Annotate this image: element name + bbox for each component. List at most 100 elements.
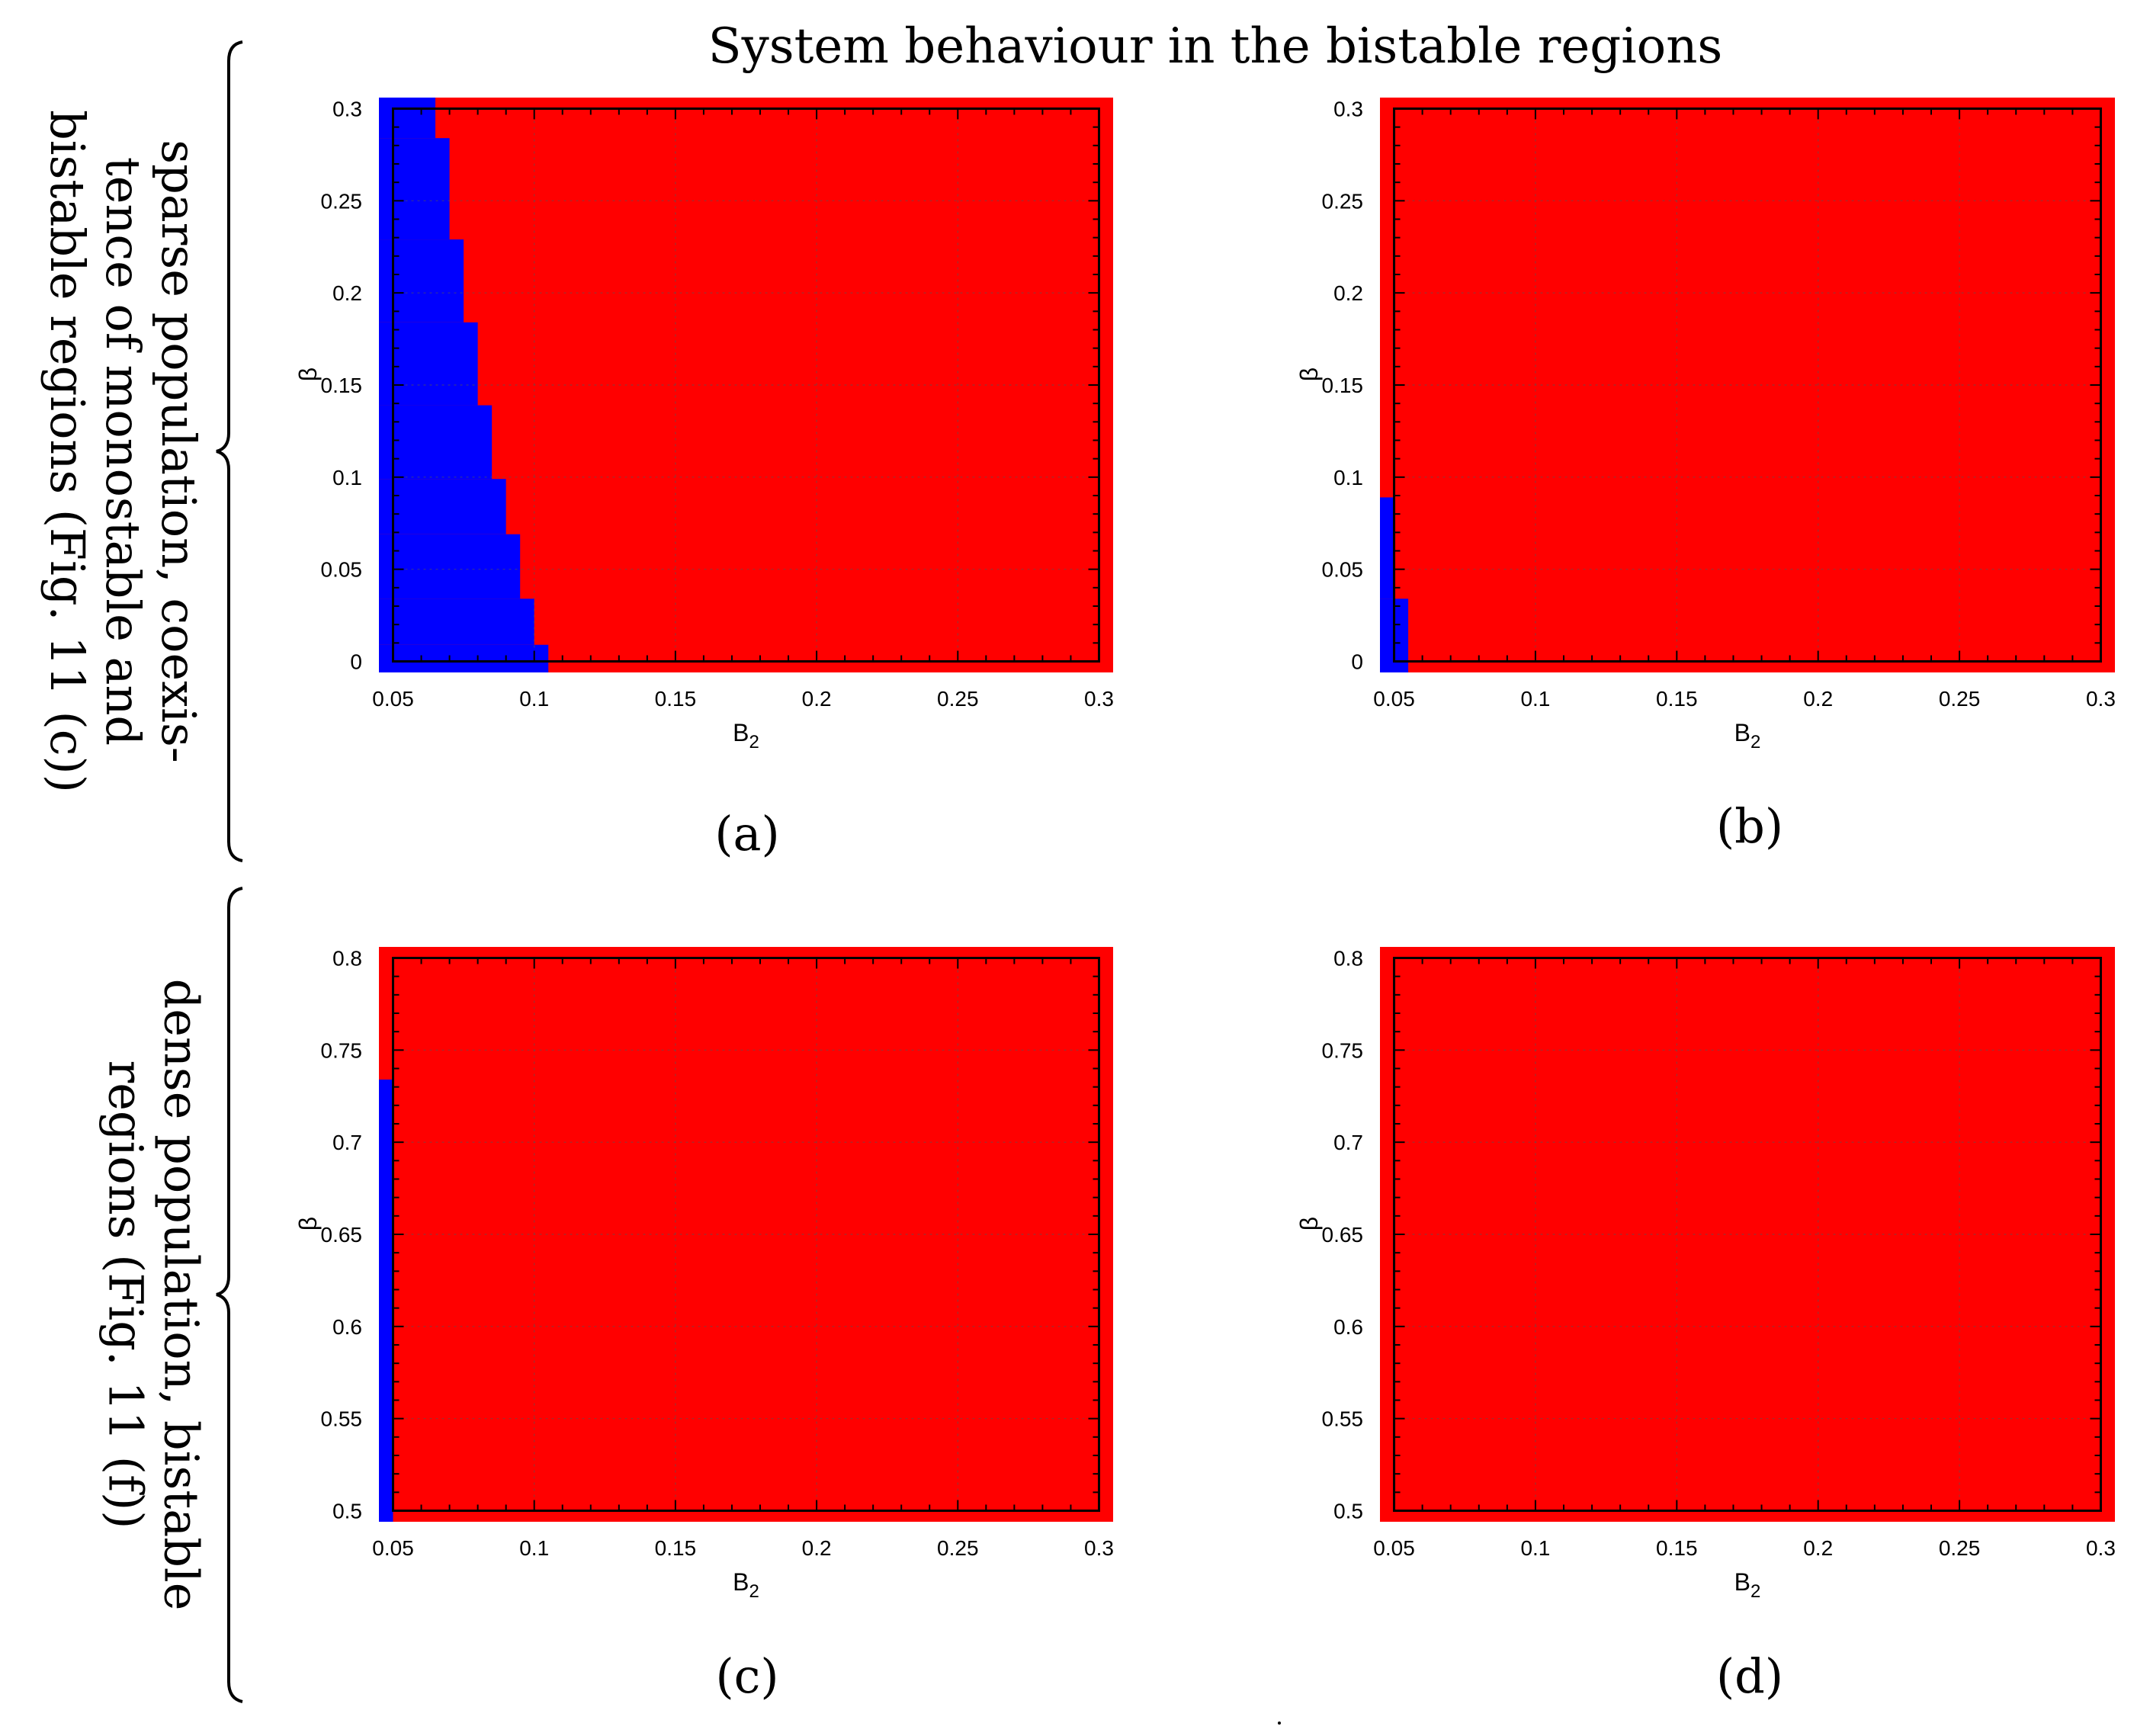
x-tick-label: 0.15: [1656, 687, 1698, 711]
x-axis-label: B2: [1734, 719, 1761, 752]
y-tick-label: 0.65: [1322, 1223, 1364, 1247]
y-axis-label: β: [1295, 1217, 1323, 1231]
y-tick-label: 0.6: [1333, 1315, 1363, 1339]
x-tick-label: 0.1: [519, 687, 549, 711]
heatmap-region-blue: [1380, 497, 1394, 599]
panel-c: 0.05 0.1 0.15 0.2 0.25 0.3 0.5 0.55 0.6 0.65 0.7 0.…: [294, 947, 1114, 1705]
heatmap-region-blue: [379, 534, 521, 599]
x-tick-label: 0.2: [802, 1536, 832, 1560]
y-tick-label: 0.75: [1322, 1038, 1364, 1062]
panel-caption: (d): [1716, 1648, 1783, 1704]
y-axis-label: β: [294, 367, 322, 381]
panel-caption: (c): [715, 1648, 778, 1704]
x-axis-label-main: B: [1734, 719, 1750, 746]
row-label-dense: dense population, bistableregions (Fig. …: [98, 979, 210, 1611]
x-axis-label-main: B: [733, 1568, 749, 1596]
x-tick-label: 0.3: [1084, 1536, 1114, 1560]
y-tick-label: 0.05: [321, 558, 363, 582]
y-axis-label: β: [294, 1217, 322, 1231]
x-axis-label-subscript: 2: [1750, 732, 1760, 752]
row-label-line: regions (Fig. 11 (f)): [98, 1061, 154, 1529]
panel-caption: (a): [714, 806, 779, 862]
x-tick-label: 0.15: [655, 687, 697, 711]
panel-caption: (b): [1716, 798, 1783, 854]
heatmap-region-blue: [379, 239, 464, 322]
panel-a: 0.05 0.1 0.15 0.2 0.25 0.3 0 0.05 0.1 0.15 0.2 0.25…: [294, 98, 1114, 862]
y-tick-label: 0.7: [1333, 1131, 1363, 1154]
x-tick-label: 0.25: [937, 687, 979, 711]
x-tick-label: 0.05: [372, 687, 414, 711]
x-axis-label: B2: [733, 1568, 759, 1602]
heatmap-region-blue: [379, 598, 534, 645]
x-axis-label-subscript: 2: [749, 1581, 759, 1602]
y-tick-label: 0.5: [1333, 1500, 1363, 1523]
y-tick-label: 0.55: [1322, 1407, 1364, 1431]
x-tick-label: 0.2: [1803, 687, 1833, 711]
y-tick-label: 0: [1351, 650, 1363, 674]
x-tick-label: 0.2: [802, 687, 832, 711]
row-label-sparse: sparse population, coexis-tence of monos…: [40, 110, 207, 793]
y-tick-label: 0.8: [1333, 947, 1363, 971]
heatmap-region-blue: [379, 138, 450, 240]
y-axis-label: β: [1295, 367, 1323, 381]
x-axis-label-main: B: [1734, 1568, 1750, 1596]
y-tick-label: 0.1: [1333, 466, 1363, 489]
dot-mark: [1278, 1722, 1281, 1725]
x-tick-label: 0.1: [1520, 1536, 1550, 1560]
brace-bottom: [216, 887, 243, 1703]
y-tick-label: 0.3: [1333, 98, 1363, 121]
x-axis-label: B2: [1734, 1568, 1761, 1602]
y-tick-label: 0.15: [321, 374, 363, 397]
row-label-line: tence of monostable and: [95, 157, 151, 746]
row-label-line: bistable regions (Fig. 11 (c)): [40, 110, 95, 793]
y-tick-label: 0.5: [332, 1500, 362, 1523]
x-tick-label: 0.05: [1373, 687, 1415, 711]
x-tick-label: 0.1: [1520, 687, 1550, 711]
heatmap-region-blue: [379, 322, 478, 406]
y-tick-label: 0.55: [321, 1407, 363, 1431]
heatmap-region-blue: [379, 644, 549, 672]
heatmap-region-blue: [379, 98, 436, 139]
figure-title: System behaviour in the bistable regions: [708, 18, 1723, 75]
x-axis-label-subscript: 2: [749, 732, 759, 752]
x-tick-label: 0.1: [519, 1536, 549, 1560]
y-tick-label: 0: [350, 650, 362, 674]
heatmap-region-blue: [379, 405, 493, 480]
x-tick-label: 0.25: [1939, 687, 1981, 711]
x-tick-label: 0.05: [1373, 1536, 1415, 1560]
x-tick-label: 0.3: [1084, 687, 1114, 711]
heatmap-region-blue: [379, 1080, 393, 1522]
y-tick-label: 0.75: [321, 1038, 363, 1062]
y-tick-label: 0.25: [321, 189, 363, 213]
y-tick-label: 0.8: [332, 947, 362, 971]
x-tick-label: 0.05: [372, 1536, 414, 1560]
row-label-line: sparse population, coexis-: [151, 140, 207, 762]
panel-d: 0.05 0.1 0.15 0.2 0.25 0.3 0.5 0.55 0.6 0.65 0.7 0.…: [1295, 947, 2116, 1705]
y-tick-label: 0.65: [321, 1223, 363, 1247]
x-tick-label: 0.25: [937, 1536, 979, 1560]
y-tick-label: 0.6: [332, 1315, 362, 1339]
y-tick-label: 0.15: [1322, 374, 1364, 397]
x-axis-label-main: B: [733, 719, 749, 746]
brace-top: [216, 40, 243, 862]
x-tick-label: 0.25: [1939, 1536, 1981, 1560]
x-tick-label: 0.15: [655, 1536, 697, 1560]
x-axis-label: B2: [733, 719, 759, 752]
y-tick-label: 0.05: [1322, 558, 1364, 582]
heatmap-region-blue: [379, 479, 506, 534]
y-tick-label: 0.2: [1333, 281, 1363, 305]
heatmap-region-red: [379, 947, 1113, 1522]
x-axis-label-subscript: 2: [1750, 1581, 1760, 1602]
y-tick-label: 0.25: [1322, 189, 1364, 213]
y-tick-label: 0.1: [332, 466, 362, 489]
y-tick-label: 0.2: [332, 281, 362, 305]
y-tick-label: 0.7: [332, 1131, 362, 1154]
x-tick-label: 0.3: [2086, 687, 2116, 711]
row-label-line: dense population, bistable: [154, 979, 210, 1611]
x-tick-label: 0.3: [2086, 1536, 2116, 1560]
x-tick-label: 0.2: [1803, 1536, 1833, 1560]
panel-b: 0.05 0.1 0.15 0.2 0.25 0.3 0 0.05 0.1 0.15 0.2 0.25…: [1295, 98, 2116, 855]
y-tick-label: 0.3: [332, 98, 362, 121]
x-tick-label: 0.15: [1656, 1536, 1698, 1560]
